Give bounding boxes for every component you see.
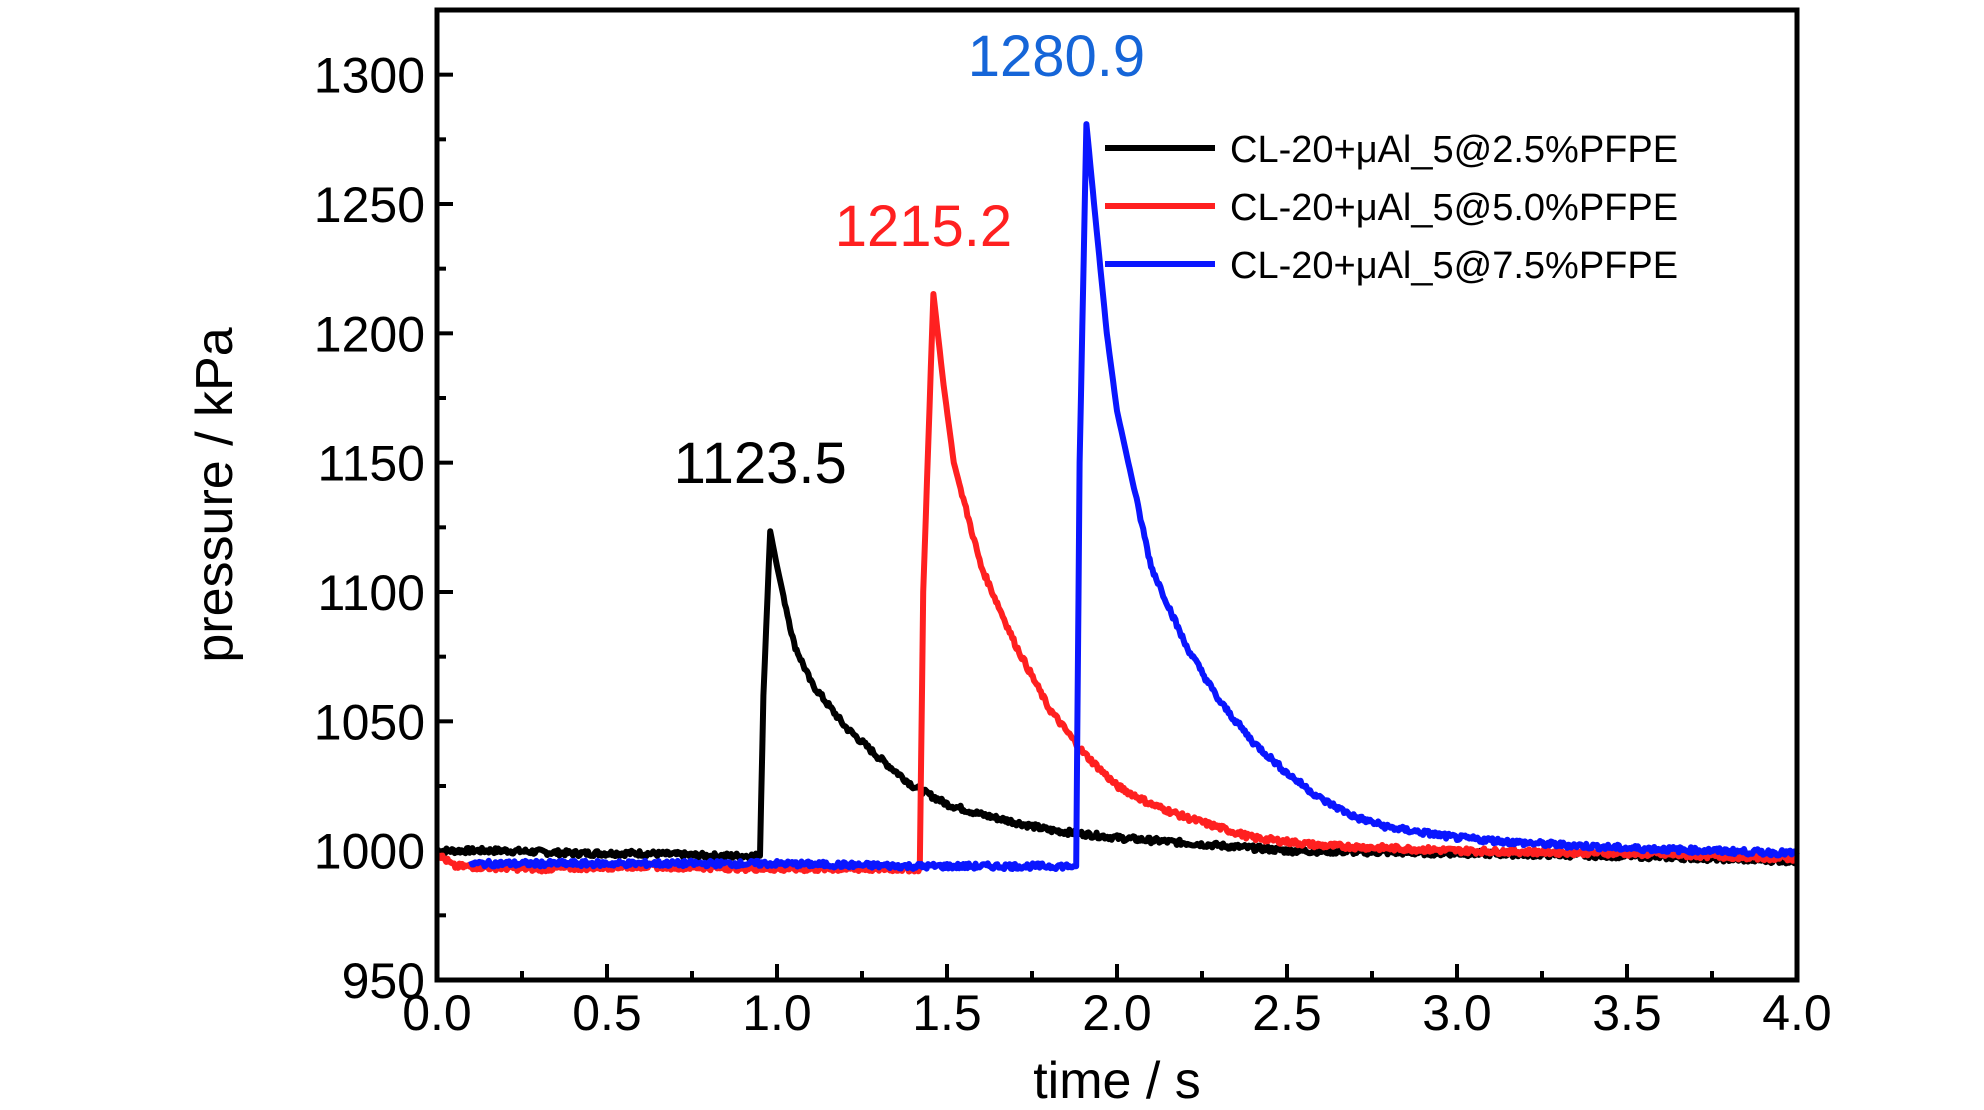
- y-axis-title: pressure / kPa: [186, 327, 244, 662]
- x-tick-label: 4.0: [1762, 985, 1832, 1041]
- x-tick-label: 1.0: [742, 985, 812, 1041]
- legend-label-3: CL-20+μAl_5@7.5%PFPE: [1230, 245, 1678, 287]
- y-tick-label: 1100: [317, 565, 425, 621]
- annotation-layer: 1123.5 1215.2 1280.9: [674, 24, 1145, 496]
- series-line-1: [435, 528, 1799, 867]
- peak-label-1: 1123.5: [674, 431, 847, 496]
- y-tick-label: 1050: [314, 694, 425, 750]
- y-tick-label: 950: [342, 953, 425, 1009]
- y-tick-label: 1000: [314, 824, 425, 880]
- x-axis-title: time / s: [1033, 1052, 1201, 1110]
- series-line-3: [468, 121, 1800, 872]
- y-tick-label: 1200: [314, 306, 425, 362]
- axes-layer: 0.0 0.5 1.0 1.5 2.0 2.5 3.0 3.5 4.0 950 1000 1050 11…: [314, 7, 1832, 1041]
- x-tick-label: 3.5: [1592, 985, 1662, 1041]
- y-tick-label: 1150: [317, 436, 425, 492]
- x-tick-label: 1.5: [912, 985, 982, 1041]
- peak-label-2: 1215.2: [835, 194, 1012, 259]
- x-tick-label: 0.0: [402, 985, 472, 1041]
- y-tick-label: 1250: [314, 177, 425, 233]
- x-tick-label: 2.5: [1252, 985, 1322, 1041]
- y-tick-label: 1300: [314, 48, 425, 104]
- x-tick-label: 3.0: [1422, 985, 1492, 1041]
- series-layer: [435, 121, 1800, 875]
- legend: CL-20+μAl_5@2.5%PFPE CL-20+μAl_5@5.0%PFPE…: [1105, 129, 1678, 287]
- legend-label-2: CL-20+μAl_5@5.0%PFPE: [1230, 187, 1678, 229]
- legend-label-1: CL-20+μAl_5@2.5%PFPE: [1230, 129, 1678, 171]
- series-line-2: [435, 291, 1799, 875]
- x-tick-label: 0.5: [572, 985, 642, 1041]
- peak-label-3: 1280.9: [968, 24, 1145, 89]
- x-tick-label: 2.0: [1082, 985, 1152, 1041]
